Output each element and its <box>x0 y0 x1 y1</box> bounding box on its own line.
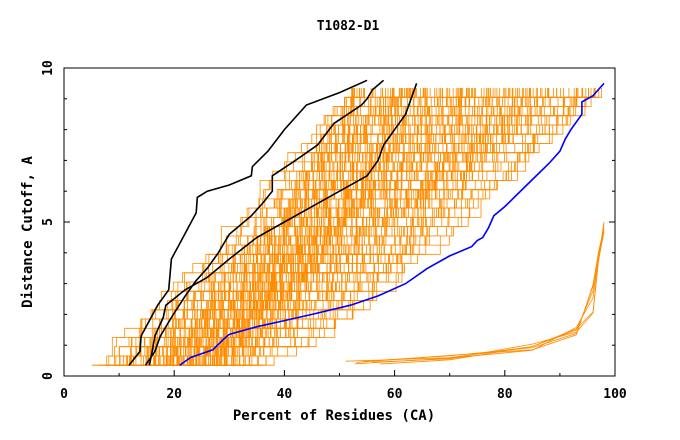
background-model-lines <box>91 88 605 366</box>
model-line <box>177 88 353 366</box>
highlight-model-lines <box>128 79 605 366</box>
highlight-line-blue <box>179 82 605 366</box>
model-line <box>182 88 428 366</box>
model-line <box>127 88 448 366</box>
model-line <box>220 88 489 366</box>
highlight-line-black <box>144 79 385 366</box>
model-line <box>228 88 411 366</box>
model-line <box>172 88 518 366</box>
model-line <box>200 88 513 366</box>
x-tick-label: 100 <box>603 387 627 402</box>
model-line <box>231 88 528 366</box>
model-line <box>221 88 592 366</box>
model-line <box>104 88 468 366</box>
model-line <box>183 88 579 366</box>
y-tick-label: 5 <box>41 218 56 226</box>
highlight-line-black <box>148 83 418 366</box>
x-axis-label: Percent of Residues (CA) <box>233 408 435 424</box>
model-line <box>356 227 605 363</box>
y-tick-label: 0 <box>41 372 56 380</box>
model-line <box>118 88 583 366</box>
model-line <box>363 231 605 362</box>
model-line <box>169 88 383 366</box>
model-line <box>161 88 519 366</box>
model-line <box>144 88 474 366</box>
model-line <box>179 88 413 366</box>
x-tick-label: 60 <box>387 387 403 402</box>
model-line <box>208 88 596 366</box>
chart-title: T1082-D1 <box>317 19 380 34</box>
x-tick-label: 40 <box>277 387 293 402</box>
model-line <box>354 224 605 365</box>
model-line <box>106 88 589 366</box>
model-line <box>157 88 575 366</box>
highlight-line-black <box>128 79 368 366</box>
x-tick-label: 80 <box>497 387 513 402</box>
y-axis-label: Distance Cutoff, A <box>20 156 36 308</box>
model-line <box>219 88 444 366</box>
x-tick-label: 20 <box>166 387 182 402</box>
x-tick-label: 0 <box>60 387 68 402</box>
model-line <box>171 88 374 366</box>
model-line <box>106 88 407 366</box>
axis-ticks: 0 20 40 60 80 100 0 5 10 <box>41 60 627 402</box>
y-tick-label: 10 <box>41 60 56 76</box>
model-line <box>372 229 605 363</box>
